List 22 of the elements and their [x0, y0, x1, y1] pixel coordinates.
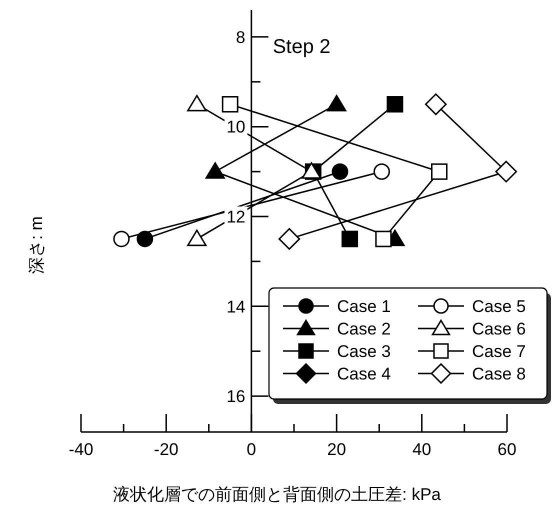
legend-label: Case 5	[472, 297, 526, 316]
x-tick-label: 60	[498, 440, 516, 459]
x-tick-label: 20	[327, 440, 346, 459]
y-tick-label: 16	[226, 387, 246, 406]
legend-label: Case 3	[337, 342, 391, 361]
legend-label: Case 4	[337, 364, 391, 384]
y-tick-label: 8	[236, 28, 246, 47]
legend-label: Case 1	[337, 297, 391, 316]
legend-label: Case 8	[472, 364, 526, 384]
text: Step 2	[272, 36, 331, 58]
y-tick-label: 14	[226, 297, 246, 316]
legend-label: Case 7	[472, 342, 526, 361]
x-tick-label: 40	[412, 440, 432, 459]
legend-label: Case 2	[337, 320, 391, 338]
y-axis-title: 深さ: m	[27, 216, 46, 274]
x-tick-label: -20	[154, 440, 178, 459]
x-axis-title: 液状化層での前面側と背面側の土圧差: kPa	[113, 485, 442, 504]
x-tick-label: 0	[246, 440, 256, 459]
y-tick-label: 10	[226, 118, 246, 137]
legend-label: Case 6	[472, 320, 526, 338]
x-tick-label: -40	[68, 440, 94, 459]
y-tick-label: 12	[226, 208, 246, 227]
